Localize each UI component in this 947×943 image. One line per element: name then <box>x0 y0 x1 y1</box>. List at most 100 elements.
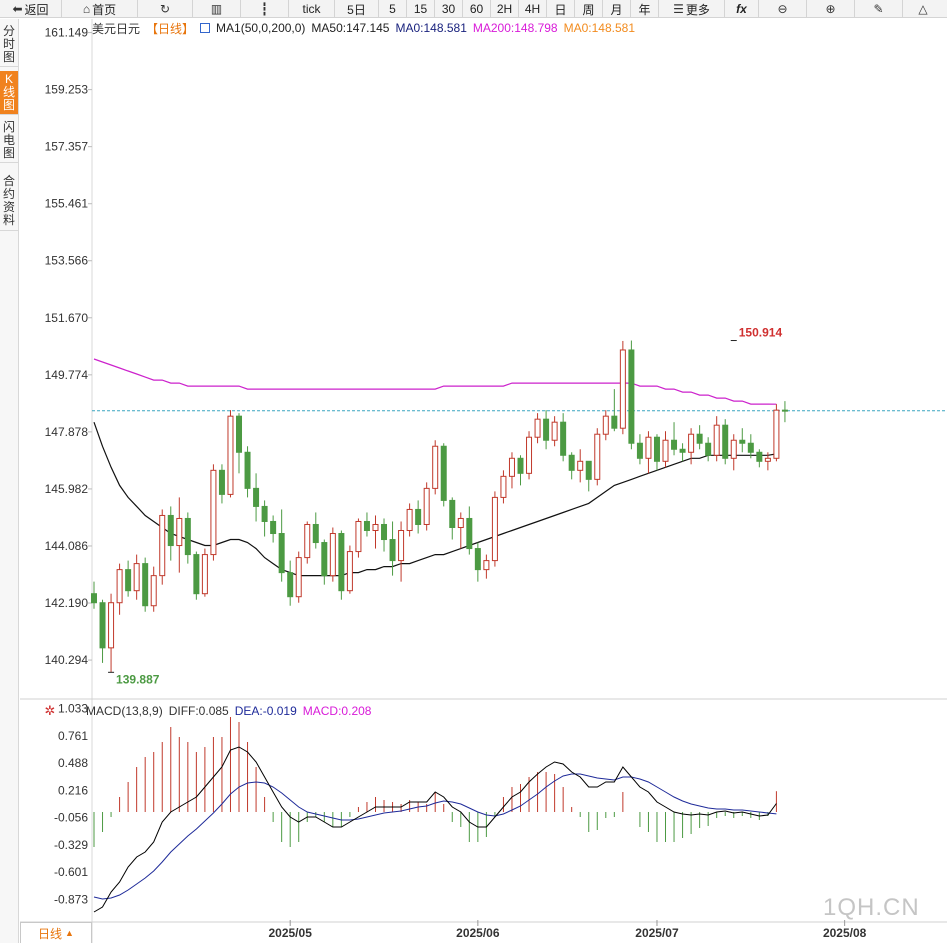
candle-body <box>585 460 592 480</box>
candle-body <box>389 539 396 562</box>
candle-body <box>645 436 652 459</box>
candle-body <box>381 523 388 541</box>
candle-body <box>679 448 686 453</box>
macd-tick-label: -0.329 <box>54 838 88 852</box>
period-60min[interactable]: 60 <box>463 0 491 18</box>
time-tick-label: 2025/06 <box>456 926 500 940</box>
period-month[interactable]: 月 <box>603 0 631 18</box>
candle-body <box>91 593 97 604</box>
period-30min[interactable]: 30 <box>435 0 463 18</box>
period-tab[interactable]: 日线 ▲ <box>20 922 92 943</box>
period-5min[interactable]: 5 <box>379 0 407 18</box>
toolbar: ⬅ 返回 ⌂ 首页 ↻ ▥ ┇ tick 5日 5 15 30 60 2H 4H 日… <box>0 0 947 18</box>
candle-body <box>193 554 200 595</box>
candlestick-icon: ┇ <box>260 2 269 16</box>
candle-body <box>739 439 746 444</box>
more-button[interactable]: ☰ 更多 <box>659 0 725 18</box>
time-tick-label: 2025/05 <box>268 926 312 940</box>
candle-body <box>764 457 771 462</box>
tab-kline[interactable]: K线图 <box>0 71 18 115</box>
candle-body <box>227 415 234 495</box>
candle-body <box>244 451 251 489</box>
candle-body <box>133 563 140 592</box>
candle-body <box>125 569 132 592</box>
candle-body <box>619 349 626 429</box>
period-5day[interactable]: 5日 <box>335 0 379 18</box>
candle-body <box>363 520 370 532</box>
kline-type-button[interactable]: ▥ <box>193 0 241 18</box>
candle-body <box>108 602 115 649</box>
period-2h[interactable]: 2H <box>491 0 519 18</box>
ma200-line <box>93 358 777 405</box>
candle-body <box>184 517 191 556</box>
price-tick-label: 155.461 <box>45 197 89 211</box>
ma-settings-label: MA1(50,0,200,0) <box>216 21 306 35</box>
period-day[interactable]: 日 <box>547 0 575 18</box>
candle-body <box>270 520 277 535</box>
tab-contract-info[interactable]: 合约资料 <box>0 173 18 231</box>
price-tick-label: 144.086 <box>45 539 89 553</box>
formula-button[interactable]: fx <box>725 0 759 18</box>
menu-icon: ☰ <box>673 2 684 16</box>
candle-body <box>560 421 567 456</box>
candle-style-button[interactable]: ┇ <box>241 0 289 18</box>
price-tick-label: 145.982 <box>45 482 89 496</box>
dea-value: DEA:-0.019 <box>234 704 297 718</box>
candle-body <box>406 508 413 532</box>
macd-label: MACD(13,8,9) <box>86 704 163 718</box>
tick-button[interactable]: tick <box>289 0 335 18</box>
diff-line <box>93 746 777 913</box>
candle-body <box>295 557 302 598</box>
zoom-in-button[interactable]: ⊕ <box>807 0 855 18</box>
time-tick-label: 2025/08 <box>823 926 867 940</box>
refresh-button[interactable]: ↻ <box>138 0 193 18</box>
candle-body <box>628 349 635 444</box>
period-label: 【日线】 <box>146 21 195 36</box>
candle-body <box>508 457 515 477</box>
candle-body <box>474 548 481 571</box>
high-label: 150.914 <box>739 326 783 340</box>
candle-body <box>526 436 533 474</box>
draw-button[interactable]: ✎ <box>855 0 903 18</box>
side-tabs: 分时图 K线图 闪电图 合约资料 <box>0 19 19 943</box>
price-tick-label: 153.566 <box>45 254 89 268</box>
period-year[interactable]: 年 <box>631 0 659 18</box>
tab-intraday[interactable]: 分时图 <box>0 23 18 67</box>
period-4h[interactable]: 4H <box>519 0 547 18</box>
candle-body <box>611 415 618 429</box>
candle-body <box>432 445 439 489</box>
candle-body <box>636 442 643 459</box>
candle-body <box>287 572 294 598</box>
collapse-button[interactable]: △ <box>903 0 943 18</box>
candle-body <box>449 499 456 528</box>
tab-flash[interactable]: 闪电图 <box>0 119 18 163</box>
candle-body <box>602 415 609 435</box>
back-button[interactable]: ⬅ 返回 <box>0 0 62 18</box>
candle-body <box>321 542 328 577</box>
zoom-out-button[interactable]: ⊖ <box>759 0 807 18</box>
indicator-settings-icon[interactable] <box>200 23 211 33</box>
zoom-in-icon: ⊕ <box>825 2 836 16</box>
candle-body <box>500 475 507 498</box>
candle-body <box>150 575 157 607</box>
back-arrow-icon: ⬅ <box>12 2 23 16</box>
ma0-value: MA0:148.581 <box>395 21 467 35</box>
macd-tick-label: -0.873 <box>54 892 88 906</box>
period-15min[interactable]: 15 <box>407 0 435 18</box>
macd-value: MACD:0.208 <box>302 704 372 718</box>
macd-legend: ✲ MACD(13,8,9) DIFF:0.085 DEA:-0.019 MAC… <box>20 703 372 719</box>
period-week[interactable]: 周 <box>575 0 603 18</box>
candle-body <box>176 517 183 547</box>
gear-icon[interactable]: ✲ <box>44 703 56 718</box>
home-button[interactable]: ⌂ 首页 <box>62 0 138 18</box>
kline-chart[interactable]: 161.149 159.253 157.357 155.461 153.566 151.6… <box>20 19 947 943</box>
watermark-logo: 1QH.CN <box>823 894 920 921</box>
candle-body <box>747 442 754 453</box>
candle-body <box>261 505 268 522</box>
price-tick-label: 151.670 <box>45 311 89 325</box>
candle-body <box>688 433 695 453</box>
candle-body <box>773 409 780 459</box>
chart-area[interactable]: 161.149 159.253 157.357 155.461 153.566 151.6… <box>20 19 947 943</box>
candle-body <box>466 517 473 550</box>
candle-body <box>278 533 285 574</box>
